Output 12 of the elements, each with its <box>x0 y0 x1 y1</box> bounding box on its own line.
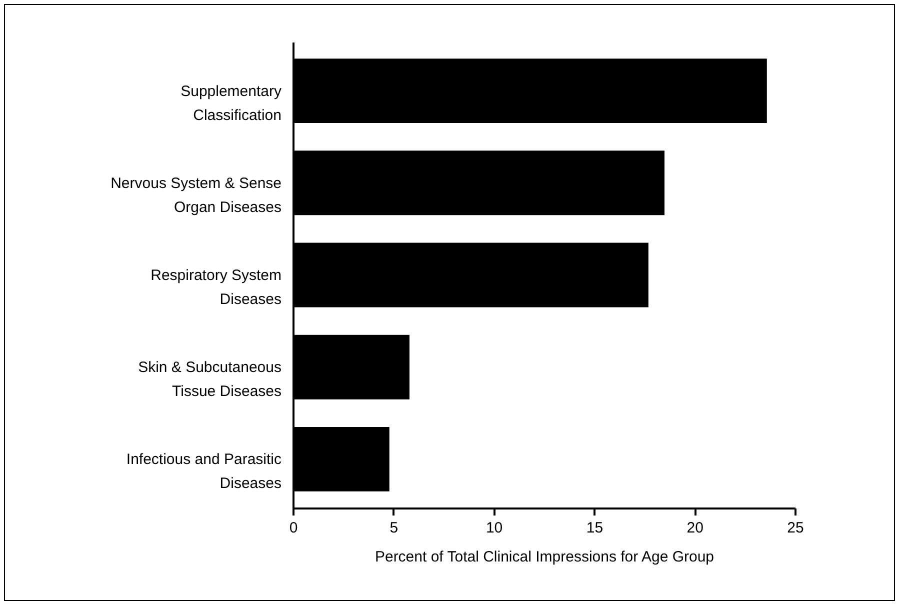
x-tick-label: 0 <box>289 520 298 536</box>
y-tick-label: Supplementary Classification <box>180 82 282 124</box>
y-tick-label: Nervous System & Sense Organ Diseases <box>110 174 282 216</box>
x-tick-label: 20 <box>686 520 704 536</box>
x-tick-label: 15 <box>586 520 604 536</box>
x-tick-label: 5 <box>390 520 398 536</box>
y-tick-label: Skin & Subcutaneous Tissue Diseases <box>138 359 282 400</box>
y-tick-label: Respiratory System Diseases <box>150 267 282 308</box>
x-tick-label: 10 <box>486 520 503 536</box>
x-axis-title: Percent of Total Clinical Impressions for Age Group <box>374 548 714 566</box>
y-tick-label: Infectious and Parasitic Diseases <box>126 451 282 492</box>
x-tick-label: 25 <box>787 520 804 536</box>
